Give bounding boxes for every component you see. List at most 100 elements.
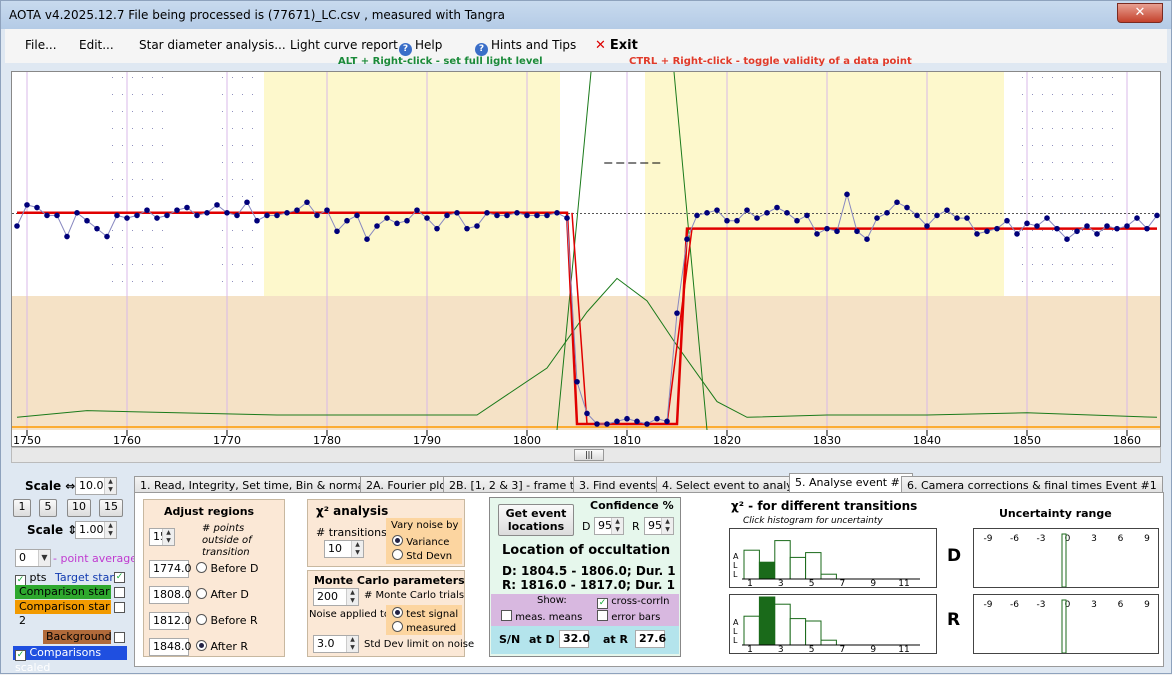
after-d-option[interactable]: After D xyxy=(196,588,249,601)
grid-dot xyxy=(112,281,113,282)
scale-15-button[interactable]: 15 xyxy=(99,499,123,517)
menu-star-diameter[interactable]: Star diameter analysis... xyxy=(139,38,286,52)
tab-select-event[interactable]: 4. Select event to analyse xyxy=(656,476,812,493)
radio-icon[interactable] xyxy=(392,549,403,560)
points-outside-input[interactable]: 15 ▲ ▼ xyxy=(149,528,175,546)
cross-corr-option[interactable]: ✓ cross-corrln xyxy=(597,596,670,609)
measured-option[interactable]: measured xyxy=(392,621,456,634)
light-curve-svg[interactable]: 1750 1760 1770 1780 1790 1800 1810 1820 1830 1840… xyxy=(12,72,1161,447)
data-point xyxy=(694,212,700,219)
spin-arrows-icon[interactable]: ▲ ▼ xyxy=(346,589,358,605)
radio-icon[interactable] xyxy=(196,588,207,599)
vary-noise-label: Vary noise by xyxy=(391,520,459,531)
grid-dot xyxy=(1102,213,1103,214)
scale-1-button[interactable]: 1 xyxy=(13,499,31,517)
mc-trials-label: # Monte Carlo trials xyxy=(364,590,465,601)
comp1-checkbox[interactable] xyxy=(114,587,125,598)
conf-d-input[interactable]: 95 ▲ ▼ xyxy=(594,517,624,535)
grid-dot xyxy=(1072,162,1073,163)
mc-trials-input[interactable]: 200 ▲ ▼ xyxy=(313,588,359,606)
radio-icon[interactable] xyxy=(392,621,403,632)
spin-arrows-icon[interactable]: ▲ ▼ xyxy=(351,541,363,557)
spin-arrows-icon[interactable]: ▲ ▼ xyxy=(104,522,116,538)
scale-10-button[interactable]: 10 xyxy=(67,499,91,517)
grid-dot xyxy=(1072,230,1073,231)
checkbox-icon[interactable] xyxy=(501,610,512,621)
light-curve-chart[interactable]: 1750 1760 1770 1780 1790 1800 1810 1820 1830 1840… xyxy=(11,71,1161,447)
comp2-checkbox[interactable] xyxy=(114,602,125,613)
histogram-d[interactable]: A L L 1 3 5 7 9 11 xyxy=(729,528,937,589)
dropdown-arrow-icon[interactable]: ▼ xyxy=(38,550,50,566)
radio-selected-icon[interactable] xyxy=(196,640,207,651)
std-devn-option[interactable]: Std Devn xyxy=(392,549,452,562)
point-average-select[interactable]: 0 ▼ xyxy=(15,549,51,567)
variance-option[interactable]: Variance xyxy=(392,535,449,548)
tab-read[interactable]: 1. Read, Integrity, Set time, Bin & norm… xyxy=(134,476,389,493)
grid-dot xyxy=(122,247,123,248)
uncertainty-d[interactable]: -9 -6 -3 0 3 6 9 xyxy=(973,528,1159,588)
meas-means-option[interactable]: meas. means xyxy=(501,610,582,623)
spin-arrows-icon[interactable]: ▲ ▼ xyxy=(346,636,358,652)
grid-dot xyxy=(122,281,123,282)
grid-dot xyxy=(162,264,163,265)
transitions-input[interactable]: 10 ▲ ▼ xyxy=(324,540,364,558)
uncertainty-d-svg[interactable]: -9 -6 -3 0 3 6 9 xyxy=(974,529,1158,588)
menu-light-curve-report[interactable]: Light curve report xyxy=(290,38,398,52)
scroll-thumb[interactable]: ||| xyxy=(574,449,604,461)
histogram-d-svg[interactable]: ALL 1 3 5 7 9 11 xyxy=(730,529,936,589)
checkbox-icon[interactable] xyxy=(597,610,608,621)
grid-dot xyxy=(1042,247,1043,248)
grid-dot xyxy=(1072,111,1073,112)
uncertainty-r[interactable]: -9 -6 -3 0 3 6 9 xyxy=(973,594,1159,654)
grid-dot xyxy=(1022,230,1023,231)
histogram-r-svg[interactable]: ALL 1 3 5 7 9 11 xyxy=(730,595,936,655)
tick-label: 1760 xyxy=(113,434,141,447)
radio-icon[interactable] xyxy=(196,562,207,573)
spin-arrows-icon[interactable]: ▲ ▼ xyxy=(104,478,116,494)
grid-dot xyxy=(1112,179,1113,180)
grid-dot xyxy=(1042,196,1043,197)
get-event-locations-button[interactable]: Get event locations xyxy=(498,504,574,536)
data-point xyxy=(714,207,720,213)
comparisons-scaled-toggle[interactable]: ✓ Comparisons scaled xyxy=(13,646,127,674)
before-r-option[interactable]: Before R xyxy=(196,614,258,627)
data-point xyxy=(324,207,330,213)
scale-h-input[interactable]: 10.0 ▲ ▼ xyxy=(75,477,117,495)
radio-icon[interactable] xyxy=(196,614,207,625)
spin-arrows-icon[interactable]: ▲ ▼ xyxy=(611,518,623,534)
scale-5-button[interactable]: 5 xyxy=(39,499,57,517)
scale-v-input[interactable]: 1.00 ▲ ▼ xyxy=(75,521,117,539)
radio-selected-icon[interactable] xyxy=(392,535,403,546)
tab-fourier[interactable]: 2A. Fourier plot xyxy=(360,476,457,493)
conf-r-input[interactable]: 95 ▲ ▼ xyxy=(644,517,674,535)
error-bars-option[interactable]: error bars xyxy=(597,610,660,623)
histogram-r[interactable]: A L L 1 3 5 7 9 11 xyxy=(729,594,937,655)
menu-edit[interactable]: Edit... xyxy=(79,38,114,52)
background-checkbox[interactable] xyxy=(114,632,125,643)
tab-analyse-event[interactable]: 5. Analyse event #1 xyxy=(789,473,913,493)
before-d-option[interactable]: Before D xyxy=(196,562,258,575)
menu-exit[interactable]: ✕ Exit xyxy=(595,38,638,53)
scaled-checkbox-icon[interactable]: ✓ xyxy=(15,650,26,661)
data-point xyxy=(464,225,470,232)
sd-limit-input[interactable]: 3.0 ▲ ▼ xyxy=(313,635,359,653)
radio-selected-icon[interactable] xyxy=(392,607,403,618)
uncertainty-r-svg[interactable]: -9 -6 -3 0 3 6 9 xyxy=(974,595,1158,654)
grid-dot xyxy=(1042,230,1043,231)
close-button[interactable]: ✕ xyxy=(1117,3,1163,23)
menu-help[interactable]: ? Help xyxy=(399,38,442,56)
tab-camera-corrections[interactable]: 6. Camera corrections & final times Even… xyxy=(901,476,1163,493)
checkbox-checked-icon[interactable]: ✓ xyxy=(597,598,608,609)
after-r-option[interactable]: After R xyxy=(196,640,248,653)
grid-dot xyxy=(122,94,123,95)
pts-toggle[interactable]: ✓ pts xyxy=(15,571,47,586)
test-signal-option[interactable]: test signal xyxy=(392,607,458,620)
menu-file[interactable]: File... xyxy=(25,38,57,52)
target-star-checkbox[interactable]: ✓ xyxy=(114,572,125,583)
spin-arrows-icon[interactable]: ▲ ▼ xyxy=(162,529,174,545)
tab-find-events[interactable]: 3. Find events xyxy=(573,476,663,493)
spin-arrows-icon[interactable]: ▲ ▼ xyxy=(661,518,673,534)
menu-hints[interactable]: ? Hints and Tips xyxy=(475,38,576,56)
chart-scrollbar[interactable]: ||| xyxy=(11,447,1161,463)
